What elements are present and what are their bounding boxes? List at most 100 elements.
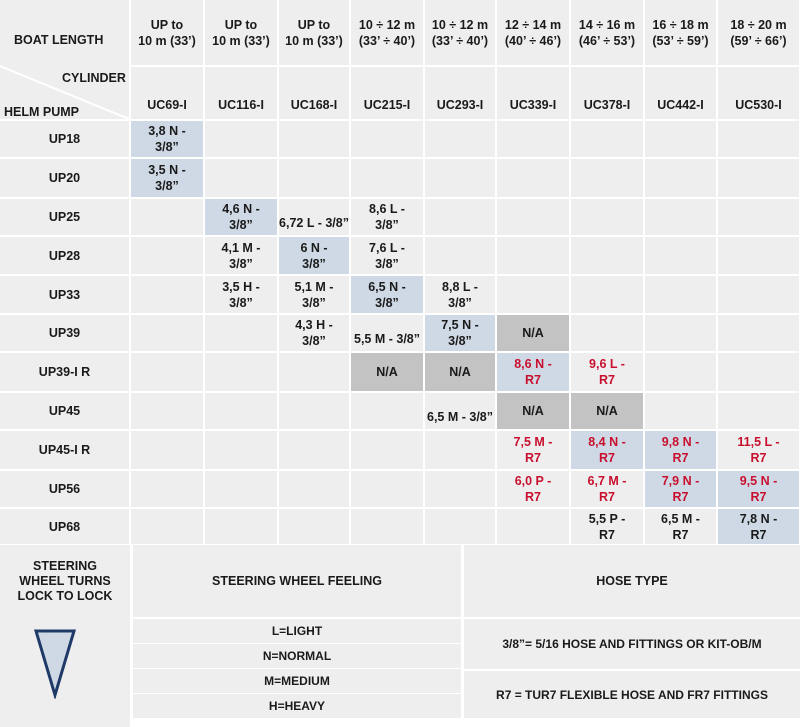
combination-value-line: 3/8”	[302, 334, 326, 348]
combination-value-line: 3/8”	[155, 179, 179, 193]
boat-length-header: 12 ÷ 14 m (40’ ÷ 46’)	[497, 0, 569, 65]
combination-cell: 6,0 P - R7	[497, 471, 569, 507]
combination-cell: 6,5 M - 3/8”	[405, 393, 515, 429]
wheel-turns-line-1: STEERING	[33, 558, 97, 573]
boat-length-line-1: 10 ÷ 12 m	[358, 17, 416, 32]
combination-value-line: 5,5 P -	[588, 511, 626, 526]
cylinder-label: CYLINDER	[62, 71, 126, 85]
hose-type-r7: R7 = TUR7 FLEXIBLE HOSE AND FR7 FITTINGS	[464, 671, 800, 718]
grid-cell	[718, 393, 799, 429]
combination-value-line: R7	[672, 527, 689, 542]
cylinder-header: UC339-I	[497, 67, 569, 119]
combination-value-line: 7,9 N -	[661, 474, 700, 488]
feeling-light-label: L=LIGHT	[271, 624, 323, 638]
cylinder-model: UC168-I	[290, 98, 338, 112]
grid-cell	[279, 199, 349, 235]
combination-value-line: 4,1 M -	[221, 240, 261, 255]
grid-cell	[425, 431, 495, 469]
combination-cell: 9,5 N - R7	[718, 471, 799, 507]
boat-length-line-2: (59’ ÷ 66’)	[730, 33, 787, 48]
combination-value-line: 3,8 N -	[148, 124, 186, 138]
helm-pump-model: UP25	[48, 210, 81, 224]
grid-cell	[279, 431, 349, 469]
grid-cell	[571, 315, 643, 351]
combination-cell: 6,7 M - R7	[571, 471, 643, 507]
cylinder-model: UC293-I	[436, 98, 484, 112]
combination-value-line: R7	[599, 451, 615, 465]
combination-cell: 6 N -3/8”	[279, 237, 349, 274]
combination-value-line: 6,5 M -	[661, 511, 700, 526]
combination-value-line: 3/8”	[375, 295, 399, 310]
combination-value-line: 6 N -	[300, 240, 328, 255]
grid-cell	[645, 353, 716, 391]
combination-value-line: 9,5 N -	[739, 474, 778, 488]
grid-cell	[718, 121, 799, 157]
combination-cell: 7,8 N - R7	[718, 509, 799, 544]
combination-value-line: 4,3 H -	[295, 318, 333, 332]
cylinder-model: UC69-I	[147, 98, 187, 112]
combination-value-line: 5,5 M - 3/8”	[354, 332, 420, 346]
grid-cell	[351, 315, 423, 351]
helm-pump-label-cell: UP39-I R	[0, 353, 129, 391]
combination-cell: 4,3 H - 3/8”	[279, 315, 349, 351]
helm-pump-model: UP28	[48, 248, 81, 263]
triangle-shape	[33, 629, 77, 699]
combination-value-line: 6,72 L - 3/8”	[279, 216, 349, 230]
boat-length-header: 18 ÷ 20 m (59’ ÷ 66’)	[718, 0, 799, 65]
grid-cell	[279, 393, 349, 429]
combination-value-line: R7	[750, 451, 767, 465]
combination-cell: 7,5 N - 3/8”	[425, 315, 495, 351]
grid-cell	[645, 237, 716, 274]
combination-cell: 6,5 N -3/8”	[351, 276, 423, 313]
combination-cell: 11,5 L - R7	[718, 431, 799, 469]
combination-value-line: R7	[599, 527, 615, 542]
grid-cell	[131, 509, 203, 544]
boat-length-label: BOAT LENGTH	[14, 33, 104, 47]
grid-cell	[645, 393, 716, 429]
grid-cell	[497, 199, 569, 235]
grid-cell	[279, 159, 349, 197]
feeling-normal-label: N=NORMAL	[262, 649, 332, 663]
boat-length-line-2: 10 m (33’)	[212, 33, 270, 48]
helm-pump-label: HELM PUMP	[4, 105, 79, 119]
feeling-light: L=LIGHT	[133, 619, 461, 643]
cylinder-header: UC116-I	[205, 67, 277, 119]
grid-cell	[131, 353, 203, 391]
grid-cell	[571, 121, 643, 157]
feeling-medium: M=MEDIUM	[133, 669, 461, 693]
combination-value-line: N/A	[522, 404, 544, 418]
combination-value-line: R7	[750, 490, 767, 504]
helm-pump-label-cell: UP18	[0, 121, 129, 157]
grid-cell	[279, 121, 349, 157]
grid-cell	[718, 315, 799, 351]
hose-type-r7-label: R7 = TUR7 FLEXIBLE HOSE AND FR7 FITTINGS	[496, 687, 768, 702]
combination-value-line: 8,6 L -	[369, 202, 405, 216]
steering-triangle-icon	[20, 623, 90, 703]
feeling-normal: N=NORMAL	[133, 644, 461, 668]
grid-cell	[718, 159, 799, 197]
combination-cell: 6,72 L - 3/8”	[259, 199, 369, 235]
combination-cell: 3,5 N - 3/8”	[131, 159, 203, 197]
combination-cell: 5,5 M - 3/8”	[331, 315, 443, 351]
combination-value-line: 3/8”	[229, 295, 253, 310]
combination-cell: 8,8 L -3/8”	[425, 276, 495, 313]
boat-length-line-1: 18 ÷ 20 m	[730, 17, 787, 32]
grid-cell	[205, 353, 277, 391]
grid-cell	[205, 509, 277, 544]
combination-value-line: 9,8 N -	[661, 435, 700, 449]
hose-header-label: HOSE TYPE	[596, 574, 668, 588]
combination-cell: 3,8 N - 3/8”	[131, 121, 203, 157]
grid-cell	[497, 121, 569, 157]
combination-cell: 8,4 N - R7	[571, 431, 643, 469]
boat-length-line-1: 16 ÷ 18 m	[652, 17, 709, 32]
boat-length-line-1: 14 ÷ 16 m	[578, 17, 636, 32]
combination-value-line: 9,6 L -	[589, 357, 625, 371]
feeling-heavy-label: H=HEAVY	[268, 699, 326, 713]
combination-value-line: 3,5 H -	[222, 279, 260, 294]
wheel-turns-line-2: WHEEL TURNS	[19, 573, 111, 588]
boat-length-line-2: (33’ ÷ 40’)	[358, 33, 416, 48]
helm-pump-label-cell: UP56	[0, 471, 129, 507]
hose-type-3-8-label: 3/8”= 5/16 HOSE AND FITTINGS OR KIT-OB/M	[502, 637, 762, 651]
boat-length-line-1: UP to	[297, 17, 331, 32]
boat-length-header: UP to 10 m (33’)	[205, 0, 277, 65]
